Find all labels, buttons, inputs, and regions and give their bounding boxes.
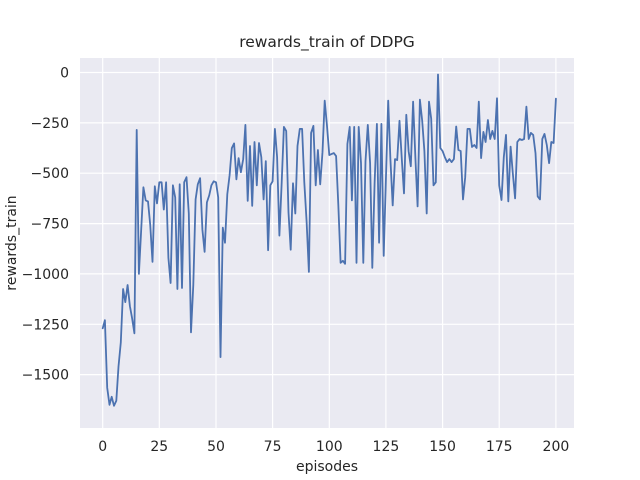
y-tick-label-0: 0: [60, 66, 69, 82]
y-tick-labels: 0 −250 −500 −750 −1000 −1250 −1500: [22, 66, 69, 384]
x-tick-label-200: 200: [543, 439, 570, 455]
y-tick-label-−250: −250: [31, 116, 69, 132]
x-tick-labels: 0 25 50 75 100 125 150 175 200: [98, 439, 569, 455]
chart-title: rewards_train of DDPG: [239, 33, 415, 52]
x-tick-label-125: 125: [373, 439, 400, 455]
x-tick-label-100: 100: [316, 439, 343, 455]
x-axis-label: episodes: [296, 459, 358, 475]
reward-line-group: [101, 73, 557, 407]
y-tick-label-−1250: −1250: [22, 317, 69, 333]
x-tick-label-50: 50: [207, 439, 225, 455]
y-gridlines: [80, 71, 574, 376]
y-axis-label: rewards_train: [4, 195, 20, 290]
reward-line: [101, 73, 557, 407]
x-tick-label-25: 25: [150, 439, 168, 455]
y-tick-label-−750: −750: [31, 217, 69, 233]
y-tick-label-−1000: −1000: [22, 267, 69, 283]
y-tick-label-−1500: −1500: [22, 368, 69, 384]
plot-area: [80, 58, 574, 428]
x-gridlines: [102, 58, 557, 428]
y-tick-label-−500: −500: [31, 166, 69, 182]
x-tick-label-150: 150: [429, 439, 456, 455]
x-tick-label-175: 175: [486, 439, 513, 455]
x-tick-label-75: 75: [264, 439, 282, 455]
x-tick-label-0: 0: [98, 439, 107, 455]
